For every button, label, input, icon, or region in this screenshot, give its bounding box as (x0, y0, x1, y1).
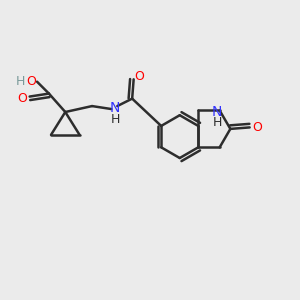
Text: H: H (16, 75, 26, 88)
Text: O: O (252, 121, 262, 134)
Text: O: O (135, 70, 145, 83)
Text: H: H (213, 116, 222, 129)
Text: N: N (212, 105, 222, 119)
Text: H: H (111, 113, 121, 126)
Text: N: N (109, 100, 119, 115)
Text: O: O (26, 75, 36, 88)
Text: O: O (17, 92, 27, 104)
